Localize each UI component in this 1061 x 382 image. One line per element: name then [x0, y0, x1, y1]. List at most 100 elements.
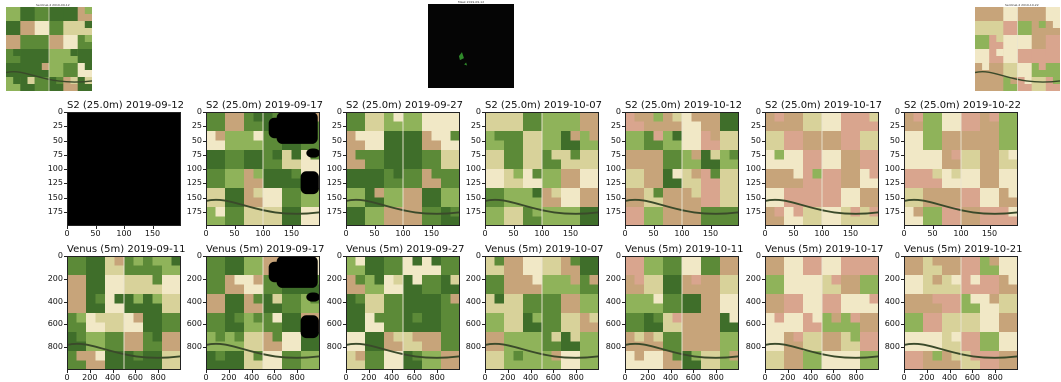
y-tick-mark: [203, 256, 206, 257]
y-tick-mark: [622, 197, 625, 199]
x-tick-label: 800: [708, 373, 724, 382]
y-tick-mark: [482, 183, 485, 185]
y-tick-mark: [64, 112, 67, 113]
thumbnail-image: [428, 4, 514, 88]
y-tick-mark: [203, 154, 206, 156]
panel-venus-6: Venus (5m) 2019-10-21 0 200 400 600 800 0 200 40…: [885, 244, 1023, 382]
y-tick-label: 100: [884, 164, 900, 173]
y-tick-label: 600: [186, 319, 202, 329]
y-tick-label: 175: [605, 206, 621, 216]
y-tick-mark: [64, 324, 67, 326]
y-tick-mark: [901, 278, 904, 280]
y-tick-label: 400: [605, 296, 621, 306]
x-tick-mark: [112, 370, 114, 373]
x-tick-mark: [670, 370, 672, 373]
y-tick-mark: [622, 256, 625, 257]
x-tick-label: 800: [568, 373, 584, 382]
y-tick-label: 50: [191, 135, 202, 145]
y-tick-mark: [622, 301, 625, 303]
x-tick-label: 200: [919, 373, 935, 382]
panel-image-svg: [484, 112, 600, 227]
y-tick-mark: [203, 301, 206, 303]
x-tick-mark: [530, 370, 532, 373]
panel-title: Venus (5m) 2019-10-17: [765, 244, 884, 255]
y-tick-mark: [343, 183, 346, 185]
x-tick-label: 0: [901, 373, 907, 382]
y-tick-label: 125: [884, 178, 900, 188]
y-tick-mark: [203, 324, 206, 326]
panel-image-svg: [345, 256, 461, 371]
y-tick-label: 50: [750, 135, 761, 145]
x-tick-label: 200: [82, 373, 98, 382]
y-tick-label: 400: [47, 296, 63, 306]
y-tick-mark: [482, 197, 485, 199]
y-tick-label: 25: [750, 121, 761, 131]
x-tick-mark: [972, 370, 974, 373]
x-tick-label: 600: [685, 373, 702, 382]
y-tick-label: 800: [745, 342, 761, 352]
y-tick-mark: [343, 126, 346, 128]
panel-image: [624, 112, 740, 227]
x-tick-label: 400: [941, 373, 958, 382]
panel-s2-5: S2 (25.0m) 2019-10-17 0 25 50 75 100 125 150 175…: [746, 100, 882, 238]
panel-title: S2 (25.0m) 2019-09-12: [67, 100, 184, 111]
x-tick-label: 50: [788, 229, 799, 238]
y-tick-label: 600: [47, 319, 63, 329]
panel-image-svg: [205, 256, 321, 371]
panel-image: [205, 256, 321, 371]
x-tick-label: 150: [423, 229, 440, 238]
x-tick-label: 600: [127, 373, 144, 382]
thumbnail-image: [975, 7, 1060, 91]
y-tick-label: 600: [884, 319, 900, 329]
x-tick-label: 600: [545, 373, 562, 382]
y-tick-label: 0: [57, 251, 63, 260]
y-tick-mark: [482, 154, 485, 156]
y-tick-label: 100: [745, 164, 761, 173]
y-tick-mark: [622, 211, 625, 213]
panel-image-svg: [345, 112, 461, 227]
y-tick-label: 150: [884, 192, 900, 202]
panel-image: [903, 256, 1019, 371]
x-tick-mark: [507, 370, 509, 373]
y-tick-label: 50: [610, 135, 621, 145]
panel-title: S2 (25.0m) 2019-09-27: [346, 100, 463, 111]
x-tick-mark: [765, 226, 766, 229]
y-tick-mark: [343, 169, 346, 170]
x-tick-mark: [89, 370, 91, 373]
panel-s2-6: S2 (25.0m) 2019-10-22 0 25 50 75 100 125 150 175…: [885, 100, 1021, 238]
y-tick-label: 25: [191, 121, 202, 131]
x-tick-label: 400: [662, 373, 679, 382]
x-tick-label: 100: [953, 229, 969, 238]
y-tick-label: 800: [465, 342, 481, 352]
x-tick-label: 100: [534, 229, 550, 238]
x-tick-label: 150: [283, 229, 300, 238]
x-tick-label: 100: [674, 229, 690, 238]
y-tick-mark: [762, 301, 765, 303]
y-tick-mark: [762, 197, 765, 199]
y-tick-label: 600: [745, 319, 761, 329]
x-tick-mark: [693, 370, 695, 373]
x-tick-mark: [124, 226, 125, 229]
x-tick-label: 50: [229, 229, 240, 238]
panel-s2-2: S2 (25.0m) 2019-09-27 0 25 50 75 100 125 150 175…: [327, 100, 463, 238]
x-tick-mark: [291, 226, 293, 229]
x-tick-label: 0: [343, 373, 349, 382]
y-tick-label: 0: [894, 251, 900, 260]
x-tick-label: 800: [429, 373, 445, 382]
x-tick-mark: [485, 226, 486, 229]
x-tick-mark: [368, 370, 370, 373]
y-tick-label: 600: [605, 319, 621, 329]
thumbnail-image: [6, 7, 92, 91]
y-tick-mark: [622, 347, 625, 349]
panel-image-svg: [484, 256, 600, 371]
x-tick-label: 800: [289, 373, 305, 382]
y-tick-label: 200: [465, 273, 481, 283]
y-tick-label: 200: [326, 273, 342, 283]
y-tick-label: 800: [47, 342, 63, 352]
panel-s2-3: S2 (25.0m) 2019-10-07 0 25 50 75 100 125 150 175…: [466, 100, 602, 238]
panel-image: [66, 256, 182, 371]
y-tick-label: 0: [755, 251, 761, 260]
y-tick-label: 75: [610, 149, 621, 159]
y-tick-label: 100: [186, 164, 202, 173]
x-tick-mark: [833, 370, 835, 373]
